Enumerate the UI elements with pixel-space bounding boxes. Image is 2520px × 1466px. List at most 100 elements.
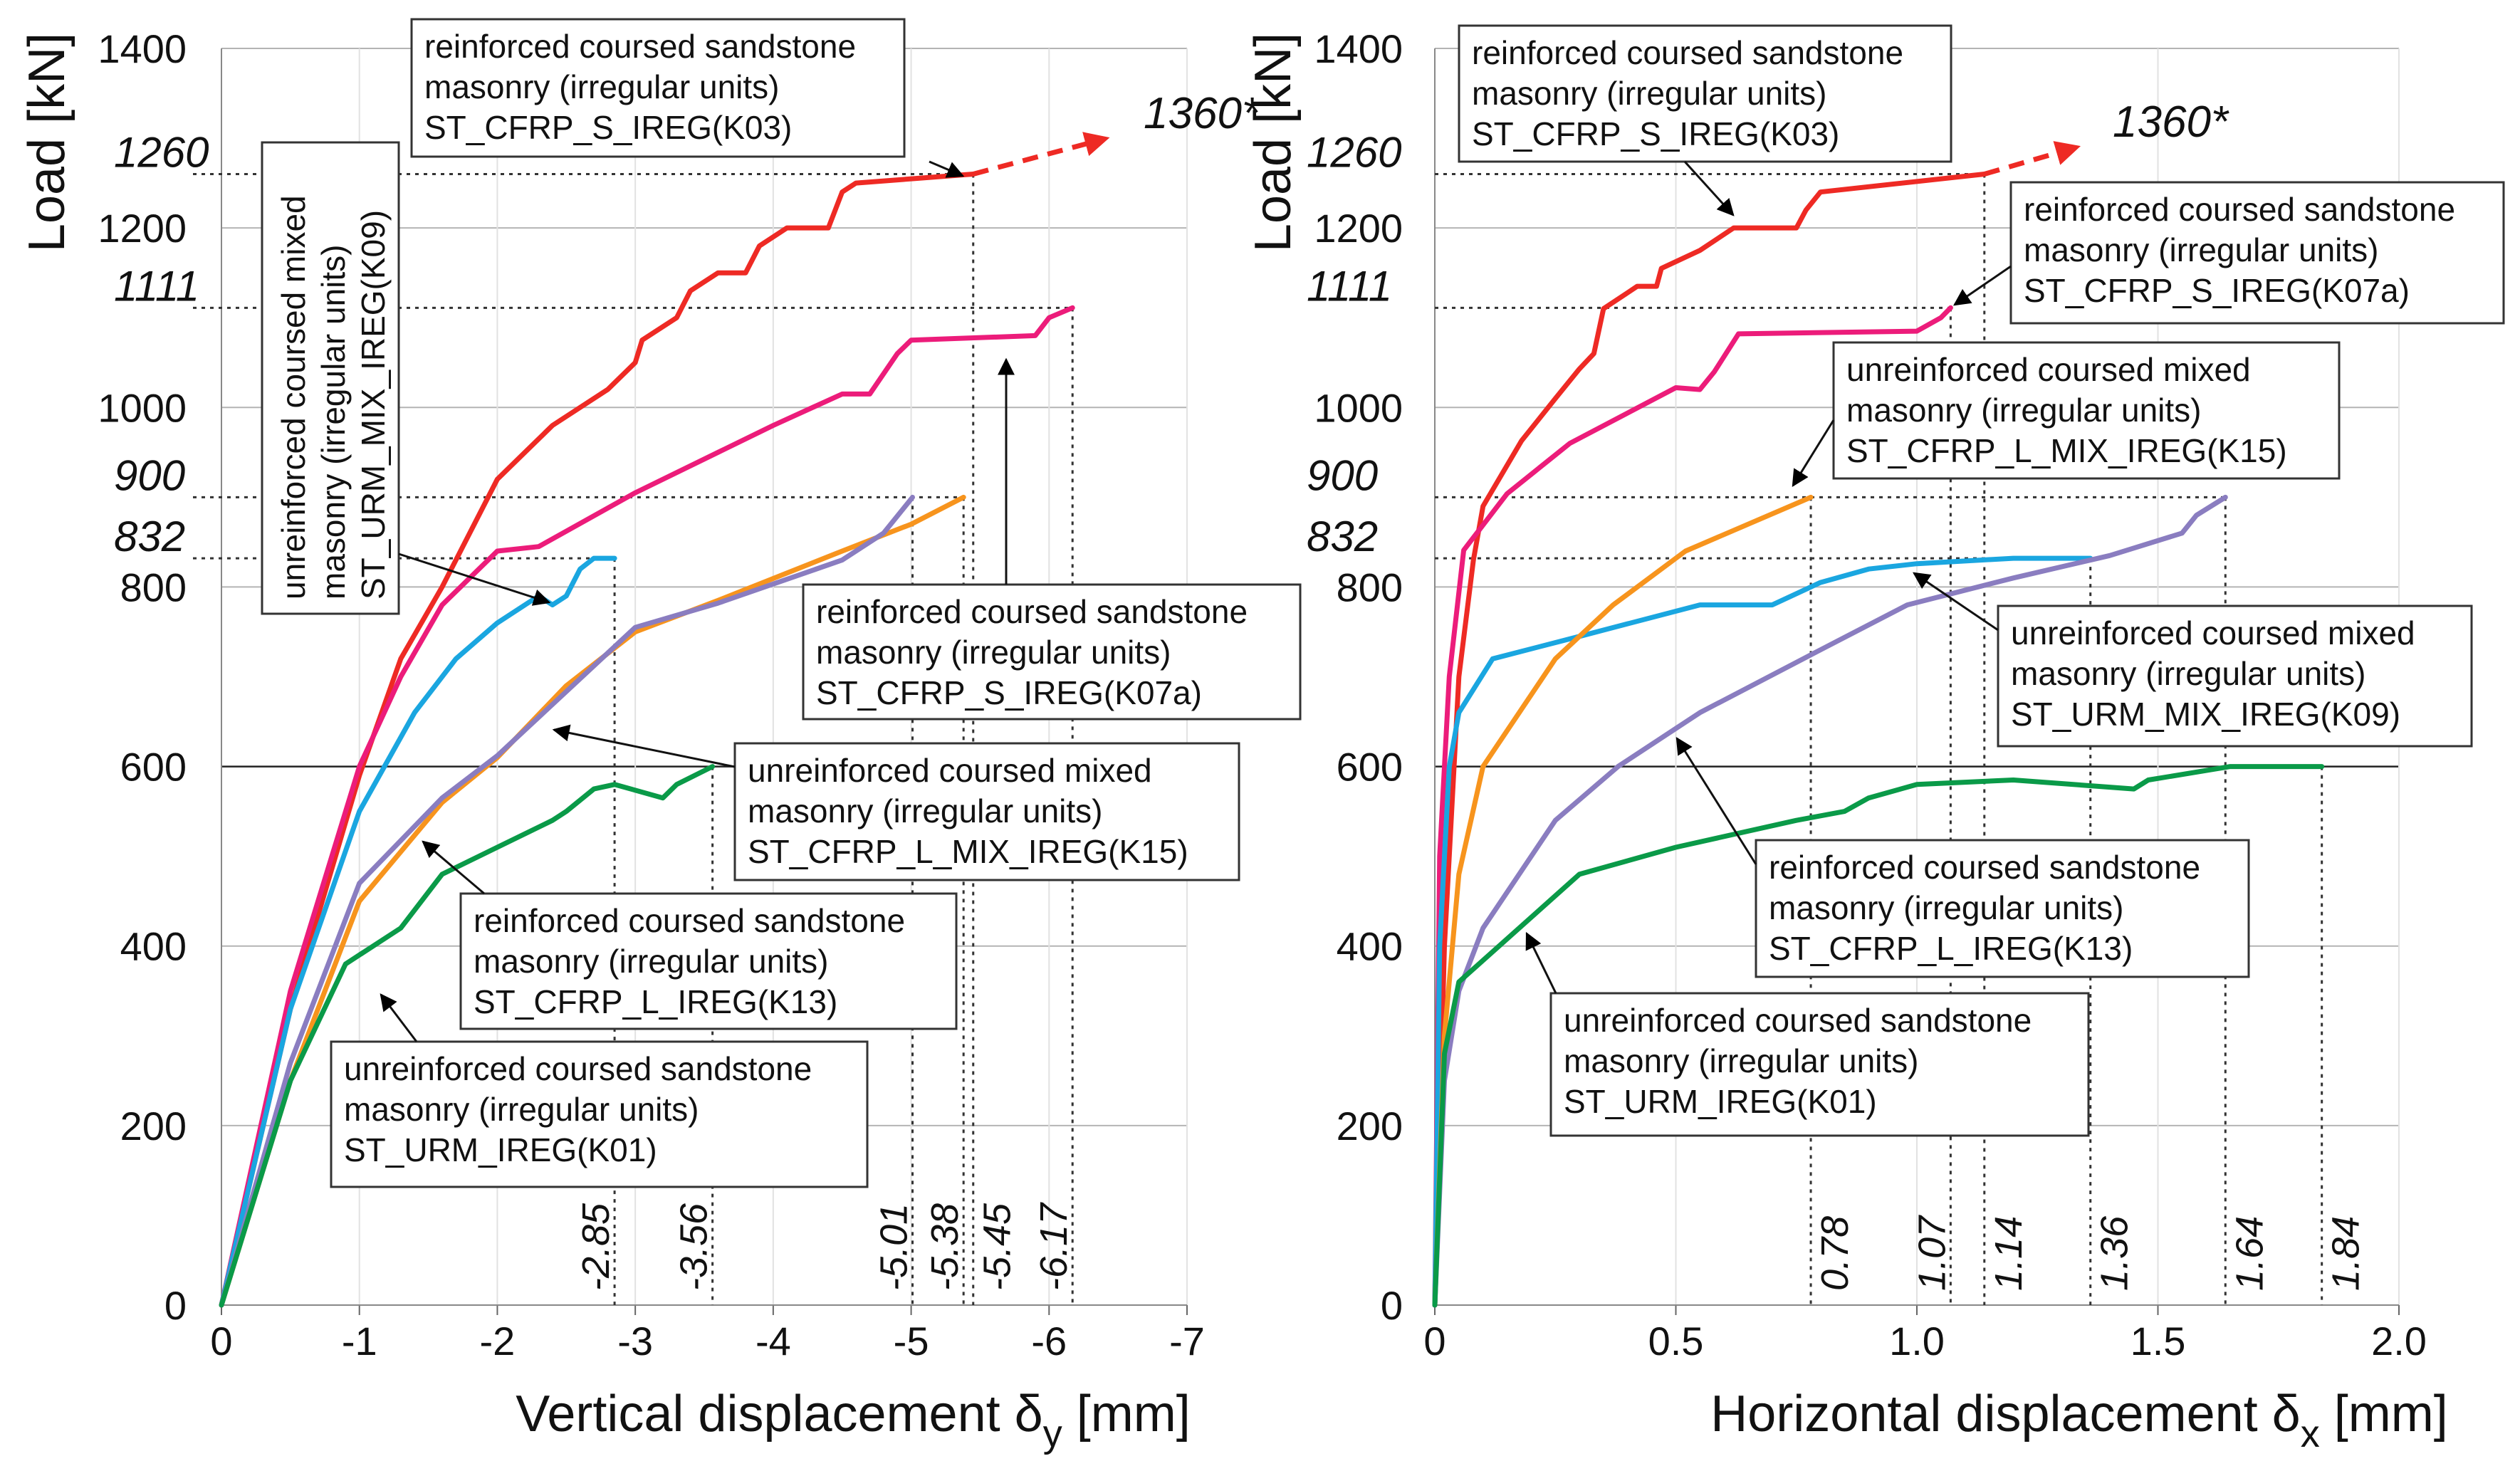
x-tick-label: -4: [756, 1319, 791, 1363]
x-tick-label: 0.5: [1648, 1319, 1704, 1363]
y-tick-label: 1000: [1314, 385, 1403, 430]
annotation-text: ST_URM_MIX_IREG(K09): [355, 210, 392, 600]
annotation-text: masonry (irregular units): [344, 1091, 699, 1128]
annotation-box: [2009, 181, 2505, 325]
y-tick-label: 200: [1337, 1104, 1403, 1148]
annotation-text: ST_URM_MIX_IREG(K09): [2011, 696, 2400, 733]
annotation-arrow: [1683, 160, 1735, 216]
annotation-text: masonry (irregular units): [816, 634, 1171, 671]
annotation-text: reinforced coursed sandstone: [2024, 191, 2455, 228]
annotation-text: masonry (irregular units): [1472, 75, 1826, 112]
x-axis-title: Vertical displacement δy [mm]: [516, 1386, 1190, 1455]
annotation-text: masonry (irregular units): [424, 68, 779, 105]
y-axis-title: Load [kN]: [19, 33, 75, 252]
x-tick-label: -7: [1169, 1319, 1205, 1363]
series-line-K03: [219, 172, 976, 1308]
x-axis-title-main: Horizontal displacement δ: [1710, 1386, 2300, 1443]
annotation-box: [1458, 24, 1952, 163]
x-axis-title-unit: [mm]: [1062, 1386, 1191, 1443]
annotation-box: [1755, 839, 2250, 978]
annotation-arrow: [380, 993, 418, 1042]
annotation-box: [1832, 341, 2341, 480]
load-marker-label: 832: [114, 513, 185, 560]
annotation-arrow: [552, 724, 736, 768]
annotation-box: [261, 141, 400, 615]
displacement-marker-label: 1.07: [1910, 1215, 1953, 1291]
annotation-text: reinforced coursed sandstone: [1769, 849, 2200, 886]
annotation-text: ST_URM_IREG(K01): [1564, 1083, 1877, 1120]
displacement-marker-label: -5.38: [924, 1203, 966, 1291]
annotation-text: unreinforced coursed mixed: [2011, 614, 2415, 651]
series-line-K13: [219, 494, 915, 1308]
horizontal-displacement-chart: 0 200 400 600 800 1000 1200 1400 0 0.5 1.0 1.5 2.0 Lo…: [1245, 24, 2505, 1455]
series-line-K01: [219, 764, 716, 1308]
annotation-arrow: [1525, 931, 1557, 994]
annotation-box: [733, 742, 1240, 881]
displacement-marker-label: 1.84: [2325, 1216, 2368, 1291]
annotation-text: masonry (irregular units): [748, 792, 1102, 829]
annotation-text: reinforced coursed sandstone: [1472, 34, 1903, 71]
y-tick-label: 0: [1381, 1283, 1403, 1328]
annotation-text: ST_CFRP_S_IREG(K07a): [2024, 272, 2410, 309]
y-tick-label: 600: [1337, 745, 1403, 790]
displacement-marker-label: 0.78: [1814, 1216, 1856, 1291]
extrapolation-arrow: [1983, 141, 2081, 177]
annotation-text: reinforced coursed sandstone: [816, 593, 1248, 630]
load-marker-label: 1260: [114, 129, 209, 177]
y-tick-label: 400: [1337, 924, 1403, 969]
load-marker-label: 900: [114, 451, 185, 499]
annotation-text: unreinforced coursed mixed: [275, 195, 312, 600]
annotation-arrow: [422, 840, 485, 895]
y-tick-label: 400: [120, 924, 187, 969]
displacement-marker-label: 1.36: [2093, 1215, 2136, 1291]
displacement-marker-label: -3.56: [673, 1203, 716, 1291]
annotation-text: ST_CFRP_L_IREG(K13): [1769, 930, 2133, 967]
annotation-text: ST_CFRP_S_IREG(K07a): [816, 674, 1202, 711]
load-marker-label: 1111: [114, 262, 199, 310]
annotation-text: ST_CFRP_L_MIX_IREG(K15): [1846, 432, 2287, 469]
series-line-K15: [219, 494, 966, 1308]
annotation-K03: reinforced coursed sandstone masonry (irr…: [1458, 24, 1952, 216]
annotation-text: unreinforced coursed sandstone: [344, 1050, 812, 1087]
displacement-marker-label: -5.45: [976, 1203, 1019, 1291]
annotation-arrow: [1953, 265, 2012, 306]
load-marker-label: 832: [1307, 513, 1378, 560]
annotation-arrow: [929, 160, 965, 178]
x-tick-label: -3: [617, 1319, 653, 1363]
annotation-text: masonry (irregular units): [1846, 392, 2201, 429]
y-tick-label: 800: [120, 565, 187, 609]
annotation-text: ST_URM_IREG(K01): [344, 1131, 657, 1168]
x-tick-label: 0: [1423, 1319, 1445, 1363]
x-axis-title: Horizontal displacement δx [mm]: [1710, 1386, 2447, 1455]
displacement-marker-label: -2.85: [575, 1203, 617, 1291]
series-line-K15: [1432, 494, 1814, 1308]
annotation-text: masonry (irregular units): [1769, 889, 2123, 926]
x-tick-label: -2: [480, 1319, 516, 1363]
y-axis-title: Load [kN]: [1245, 33, 1302, 252]
annotation-text: reinforced coursed sandstone: [424, 28, 856, 65]
x-tick-label: -6: [1031, 1319, 1067, 1363]
annotation-text: unreinforced coursed sandstone: [1564, 1002, 2032, 1039]
extrapolation-label: 1360*: [2113, 98, 2229, 147]
annotation-arrow: [1792, 419, 1835, 488]
load-marker-label: 1260: [1307, 129, 1401, 177]
x-axis-title-main: Vertical displacement δ: [516, 1386, 1042, 1443]
extrapolation-label: 1360*: [1144, 89, 1260, 138]
annotation-text: ST_CFRP_S_IREG(K03): [424, 109, 792, 146]
annotation-box: [459, 892, 958, 1030]
x-tick-label: 1.5: [2131, 1319, 2186, 1363]
y-tick-label: 1400: [98, 26, 187, 71]
series-line-K07a: [1432, 305, 1953, 1308]
x-axis-title-subscript: y: [1043, 1413, 1062, 1455]
y-tick-label: 800: [1337, 565, 1403, 609]
x-tick-label: 0: [210, 1319, 232, 1363]
displacement-marker-label: -6.17: [1032, 1202, 1075, 1291]
annotation-box: [802, 583, 1302, 721]
